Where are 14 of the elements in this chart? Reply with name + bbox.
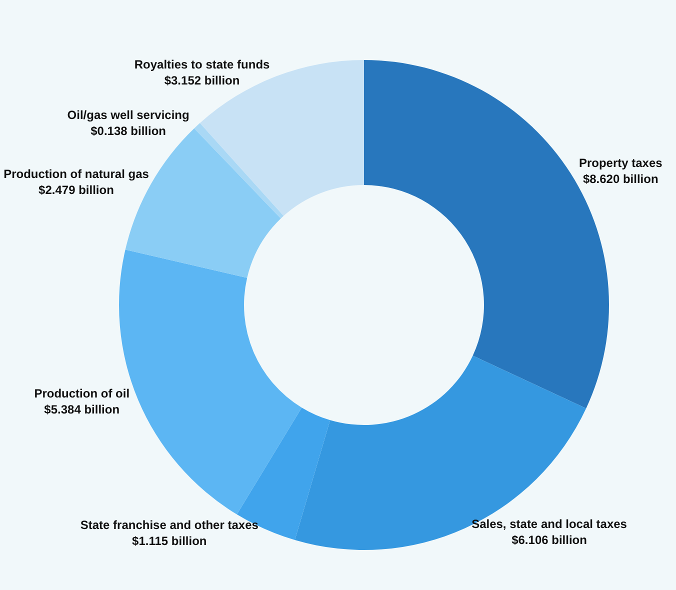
slice-label: Oil/gas well servicing (67, 108, 190, 122)
data-label: $3.152 billion (164, 74, 240, 88)
data-label: $8.620 billion (582, 172, 658, 186)
data-label: $5.384 billion (44, 402, 120, 417)
data-label: $2.479 billion (38, 183, 114, 198)
slice-label: Production of oil (34, 386, 130, 401)
slice-label: State franchise and other taxes (80, 518, 259, 532)
slice-label: Production of natural gas (4, 167, 150, 182)
data-label: $6.106 billion (512, 532, 587, 547)
slice-label: Sales, state and local taxes (472, 516, 628, 531)
data-label: $0.138 billion (90, 124, 166, 138)
slice-label: Royalties to state funds (134, 58, 270, 72)
data-label: $1.115 billion (132, 534, 207, 548)
slice-label: Property taxes (578, 156, 663, 170)
